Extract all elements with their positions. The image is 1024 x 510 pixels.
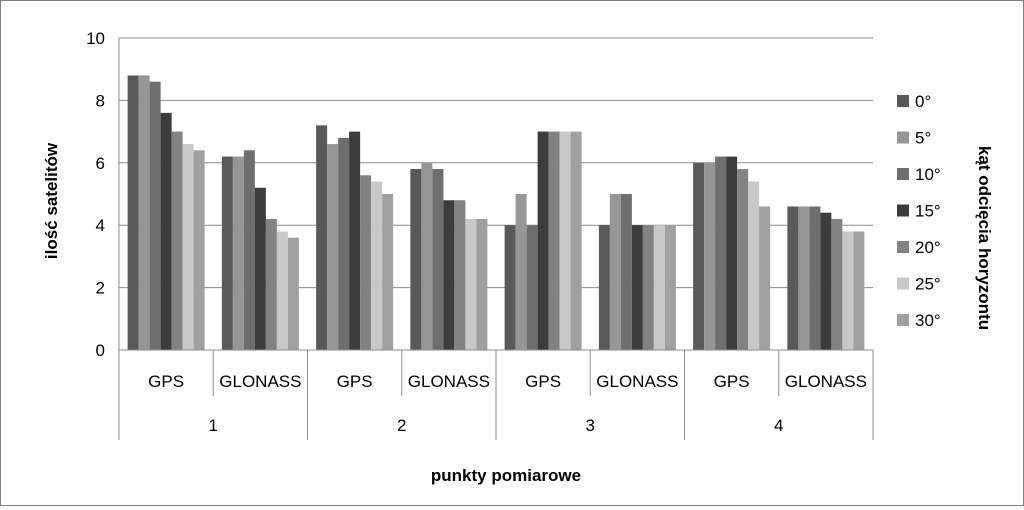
x-group-label: 3 <box>586 416 595 435</box>
bar <box>276 231 288 350</box>
bar <box>410 169 422 350</box>
bar <box>664 225 676 350</box>
bar <box>642 225 654 350</box>
bar <box>443 200 455 350</box>
y-tick-label: 4 <box>96 216 105 235</box>
legend-swatch <box>897 168 909 180</box>
bar <box>265 218 277 350</box>
x-group-label: 1 <box>209 416 218 435</box>
bar <box>537 131 549 350</box>
y-tick-label: 8 <box>96 91 105 110</box>
x-axis-title: punkty pomiarowe <box>431 466 581 485</box>
bar <box>693 162 705 350</box>
bar <box>842 231 854 350</box>
y-tick-label: 0 <box>96 341 105 360</box>
x-axis: GPS GLONASS GPS GLONASS GPS GLONASS GPS GLONASS… <box>118 349 874 440</box>
bar <box>360 175 372 350</box>
legend-label: 25° <box>915 275 941 294</box>
legend-swatch <box>897 204 909 217</box>
x-category-label: GLONASS <box>219 372 301 391</box>
bar <box>382 194 394 350</box>
bar <box>476 218 488 350</box>
bar <box>182 144 194 350</box>
y-tick-label: 2 <box>96 279 105 298</box>
bar <box>138 75 150 350</box>
legend-swatch <box>897 95 909 107</box>
bar <box>432 169 444 350</box>
x-category-label: GLONASS <box>785 372 867 391</box>
bar <box>349 131 361 350</box>
y-axis-ticks: 0 2 4 6 8 10 <box>86 29 105 360</box>
bar <box>715 156 727 350</box>
bar <box>454 200 466 350</box>
legend-swatch <box>897 131 909 144</box>
x-category-label: GPS <box>337 372 373 391</box>
legend-label: 5° <box>915 129 931 148</box>
bar <box>243 150 255 350</box>
bar <box>631 225 643 350</box>
bar <box>620 194 632 350</box>
y-tick-label: 10 <box>86 29 105 48</box>
legend-swatch <box>897 314 909 326</box>
bar <box>316 125 328 350</box>
bar <box>127 75 139 350</box>
bar <box>598 225 610 350</box>
legend-swatch <box>897 277 909 290</box>
legend-label: 30° <box>915 311 941 330</box>
bar <box>515 194 527 350</box>
bar <box>548 131 560 350</box>
bar <box>787 206 799 350</box>
x-group-label: 4 <box>774 416 783 435</box>
legend-label: 0° <box>915 92 931 111</box>
bar <box>809 206 821 350</box>
bar <box>421 162 433 350</box>
bar <box>327 144 339 350</box>
bar <box>737 169 749 350</box>
bar <box>193 150 205 350</box>
bar <box>559 131 571 350</box>
legend: 0° 5° 10° 15° 20° 25° 30° <box>897 92 941 330</box>
bar <box>171 131 183 350</box>
bar <box>338 137 350 350</box>
bar <box>726 156 738 350</box>
legend-label: 10° <box>915 165 941 184</box>
legend-swatch <box>897 241 909 253</box>
bar <box>254 187 266 350</box>
bar <box>748 181 760 350</box>
bar <box>465 218 477 350</box>
bar <box>820 212 832 350</box>
x-category-label: GPS <box>148 372 184 391</box>
bar <box>149 81 161 351</box>
bar <box>609 194 621 350</box>
x-category-label: GPS <box>714 372 750 391</box>
x-group-label: 2 <box>397 416 406 435</box>
bar <box>570 131 582 350</box>
bar <box>221 156 233 350</box>
bar <box>232 156 244 350</box>
bar <box>526 225 538 350</box>
bar <box>704 162 716 350</box>
bar-series <box>127 75 865 351</box>
bar <box>831 218 843 350</box>
bar <box>853 231 865 350</box>
legend-label: 20° <box>915 238 941 257</box>
legend-label: 15° <box>915 202 941 221</box>
x-category-label: GPS <box>525 372 561 391</box>
x-category-label: GLONASS <box>596 372 678 391</box>
y-tick-label: 6 <box>96 154 105 173</box>
bar <box>371 181 383 350</box>
bar <box>798 206 810 350</box>
bar <box>653 225 665 350</box>
bar <box>759 206 771 350</box>
legend-title: kąt odcięcia horyzontu <box>975 146 994 330</box>
bar <box>504 225 516 350</box>
y-axis-title: ilość satelitów <box>42 142 61 259</box>
bar <box>160 112 172 350</box>
x-category-label: GLONASS <box>408 372 490 391</box>
bar <box>287 237 299 350</box>
